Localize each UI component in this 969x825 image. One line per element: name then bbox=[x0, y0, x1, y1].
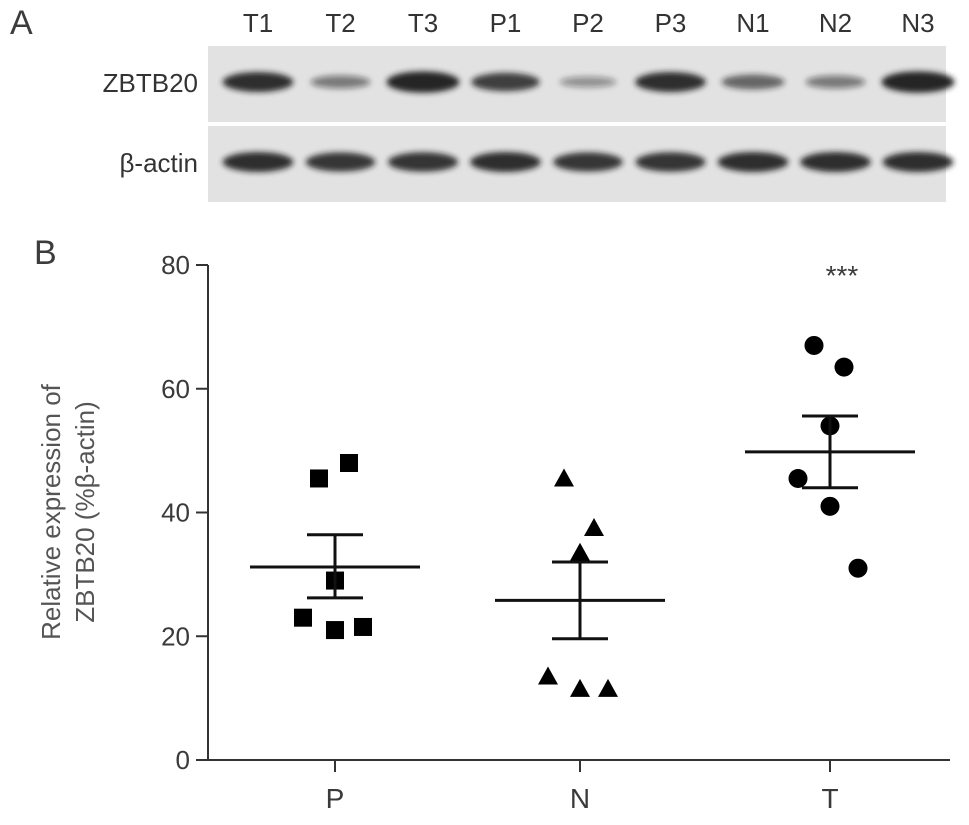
lane-label-t1: T1 bbox=[242, 8, 274, 38]
point-t-5 bbox=[820, 496, 840, 516]
point-n-4 bbox=[538, 666, 558, 685]
point-p-5 bbox=[326, 621, 344, 640]
lane-label-p3: P3 bbox=[654, 8, 687, 38]
point-n-1 bbox=[554, 468, 574, 487]
band-0-p2 bbox=[559, 76, 617, 88]
band-0-t1 bbox=[222, 72, 294, 92]
point-n-5 bbox=[570, 678, 590, 697]
point-p-6 bbox=[354, 617, 372, 636]
row-label-0: ZBTB20 bbox=[102, 68, 198, 98]
series-t bbox=[745, 335, 915, 578]
lane-label-n3: N3 bbox=[901, 8, 935, 38]
series-n bbox=[495, 468, 665, 697]
point-n-6 bbox=[598, 678, 618, 697]
y-tick-label-80: 80 bbox=[161, 250, 190, 280]
band-1-p3 bbox=[635, 152, 706, 172]
band-1-p2 bbox=[553, 152, 623, 172]
point-t-1 bbox=[804, 335, 824, 355]
series-p bbox=[250, 454, 420, 640]
x-tick-label-n: N bbox=[570, 783, 590, 814]
band-0-t2 bbox=[310, 75, 371, 89]
point-t-6 bbox=[848, 558, 868, 578]
band-1-t1 bbox=[222, 152, 294, 172]
band-0-n1 bbox=[721, 74, 785, 90]
x-tick-label-p: P bbox=[326, 783, 345, 814]
band-0-t3 bbox=[386, 71, 460, 93]
point-t-2 bbox=[834, 357, 854, 377]
panel-a-letter: A bbox=[10, 4, 33, 42]
point-p-2 bbox=[340, 454, 358, 472]
row-label-1: β-actin bbox=[119, 148, 198, 178]
point-p-1 bbox=[310, 469, 328, 488]
lane-label-p2: P2 bbox=[572, 8, 604, 38]
point-t-4 bbox=[788, 468, 808, 488]
significance-label-t: *** bbox=[826, 260, 859, 291]
western-blot bbox=[208, 46, 955, 202]
band-1-n2 bbox=[800, 152, 871, 172]
lane-label-p1: P1 bbox=[489, 8, 522, 38]
band-1-n3 bbox=[882, 152, 954, 172]
band-1-p1 bbox=[470, 152, 541, 172]
y-tick-label-20: 20 bbox=[161, 621, 190, 651]
y-tick-label-40: 40 bbox=[161, 498, 190, 528]
band-0-n2 bbox=[805, 75, 866, 89]
band-1-t3 bbox=[387, 152, 459, 172]
band-0-n3 bbox=[881, 71, 955, 93]
band-0-p1 bbox=[471, 72, 540, 92]
x-tick-label-t: T bbox=[821, 783, 838, 814]
band-1-n1 bbox=[717, 152, 789, 172]
y-tick-label-60: 60 bbox=[161, 374, 190, 404]
lane-label-t3: T3 bbox=[407, 8, 439, 38]
lane-label-n1: N1 bbox=[736, 8, 770, 38]
panel-b-letter: B bbox=[34, 234, 57, 272]
point-p-4 bbox=[294, 608, 312, 627]
y-axis-label-line2: ZBTB20 (%β-actin) bbox=[70, 401, 100, 623]
lane-label-t2: T2 bbox=[325, 8, 356, 38]
y-tick-label-0: 0 bbox=[176, 745, 190, 775]
point-n-2 bbox=[584, 517, 604, 536]
lane-label-n2: N2 bbox=[818, 8, 853, 38]
y-axis-label-line1: Relative expression of bbox=[36, 383, 66, 640]
point-n-3 bbox=[570, 542, 590, 561]
band-0-p3 bbox=[635, 72, 706, 92]
band-1-t2 bbox=[305, 152, 376, 172]
y-axis-label: Relative expression of ZBTB20 (%β-actin) bbox=[36, 383, 100, 640]
